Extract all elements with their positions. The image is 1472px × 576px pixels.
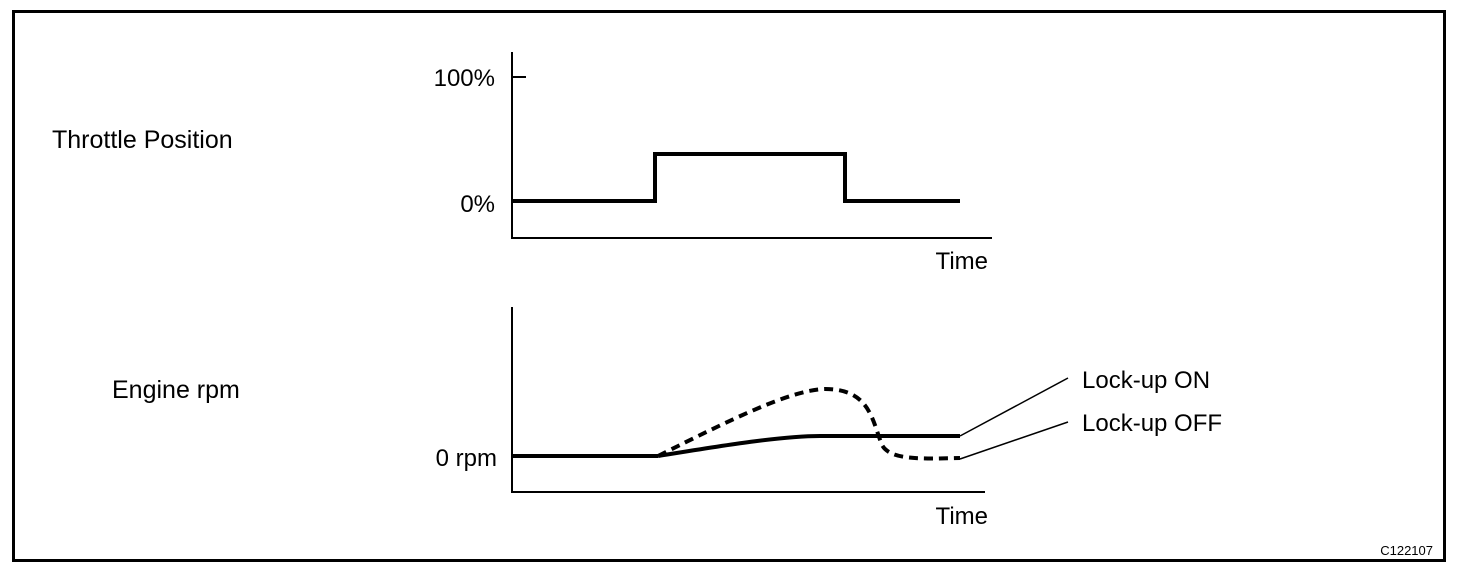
figure-frame <box>12 10 1446 562</box>
throttle-x-label: Time <box>936 248 988 275</box>
throttle-tick-100: 100% <box>434 65 495 92</box>
engine-row-label: Engine rpm <box>112 376 240 404</box>
lockup-off-curve <box>657 386 961 461</box>
lockup-on-curve <box>657 434 960 458</box>
throttle-tick-0: 0% <box>460 191 495 218</box>
throttle-row-label: Throttle Position <box>52 126 233 154</box>
lockup-on-leader-line <box>959 377 1069 437</box>
figure-code: C122107 <box>1380 543 1433 558</box>
lockup-off-label: Lock-up OFF <box>1082 410 1222 437</box>
lockup-off-leader-line <box>959 421 1069 460</box>
lockup-on-label: Lock-up ON <box>1082 367 1210 394</box>
engine-x-label: Time <box>936 503 988 530</box>
throttle-signal-line <box>512 152 960 203</box>
engine-tick-0: 0 rpm <box>436 445 497 472</box>
